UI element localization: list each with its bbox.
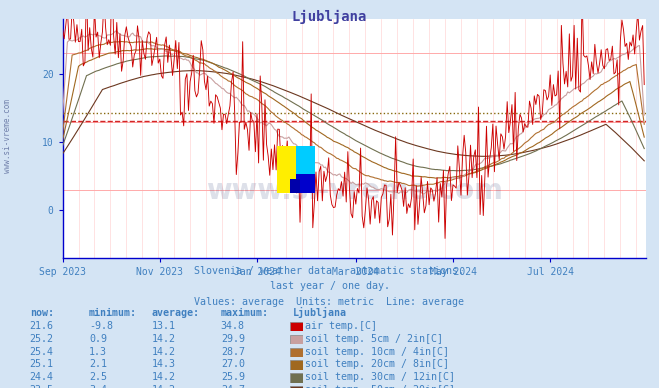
- Text: 27.0: 27.0: [221, 359, 244, 369]
- Text: 29.9: 29.9: [221, 334, 244, 344]
- Text: 14.2: 14.2: [152, 372, 175, 382]
- Text: www.si-vreme.com: www.si-vreme.com: [206, 177, 503, 205]
- Text: Ljubljana: Ljubljana: [292, 10, 367, 24]
- Text: maximum:: maximum:: [221, 308, 269, 318]
- Text: minimum:: minimum:: [89, 308, 137, 318]
- Bar: [296, 174, 315, 193]
- Text: 13.1: 13.1: [152, 321, 175, 331]
- Text: 14.2: 14.2: [152, 385, 175, 388]
- Text: 23.5: 23.5: [30, 385, 53, 388]
- Text: 3.4: 3.4: [89, 385, 107, 388]
- Text: air temp.[C]: air temp.[C]: [305, 321, 377, 331]
- Text: 0.9: 0.9: [89, 334, 107, 344]
- Text: Values: average  Units: metric  Line: average: Values: average Units: metric Line: aver…: [194, 297, 465, 307]
- Text: 28.7: 28.7: [221, 346, 244, 357]
- Text: 2.1: 2.1: [89, 359, 107, 369]
- Text: 14.2: 14.2: [152, 334, 175, 344]
- Text: 1.3: 1.3: [89, 346, 107, 357]
- Text: 24.4: 24.4: [30, 372, 53, 382]
- Text: Ljubljana: Ljubljana: [293, 307, 347, 318]
- Text: 25.1: 25.1: [30, 359, 53, 369]
- Text: average:: average:: [152, 308, 200, 318]
- Text: 34.8: 34.8: [221, 321, 244, 331]
- Text: 25.4: 25.4: [30, 346, 53, 357]
- Text: 14.2: 14.2: [152, 346, 175, 357]
- Text: soil temp. 10cm / 4in[C]: soil temp. 10cm / 4in[C]: [305, 346, 449, 357]
- Text: 21.6: 21.6: [30, 321, 53, 331]
- Text: last year / one day.: last year / one day.: [270, 281, 389, 291]
- Text: soil temp. 50cm / 20in[C]: soil temp. 50cm / 20in[C]: [305, 385, 455, 388]
- Text: 2.5: 2.5: [89, 372, 107, 382]
- Text: www.si-vreme.com: www.si-vreme.com: [3, 99, 13, 173]
- Text: soil temp. 20cm / 8in[C]: soil temp. 20cm / 8in[C]: [305, 359, 449, 369]
- Text: now:: now:: [30, 308, 53, 318]
- Text: soil temp. 5cm / 2in[C]: soil temp. 5cm / 2in[C]: [305, 334, 443, 344]
- Text: 24.7: 24.7: [221, 385, 244, 388]
- Text: Slovenia / weather data - automatic stations.: Slovenia / weather data - automatic stat…: [194, 266, 465, 276]
- Bar: [290, 179, 300, 193]
- Text: 25.2: 25.2: [30, 334, 53, 344]
- Bar: [296, 146, 315, 174]
- Text: 25.9: 25.9: [221, 372, 244, 382]
- Bar: [277, 146, 296, 193]
- Text: soil temp. 30cm / 12in[C]: soil temp. 30cm / 12in[C]: [305, 372, 455, 382]
- Text: -9.8: -9.8: [89, 321, 113, 331]
- Text: 14.3: 14.3: [152, 359, 175, 369]
